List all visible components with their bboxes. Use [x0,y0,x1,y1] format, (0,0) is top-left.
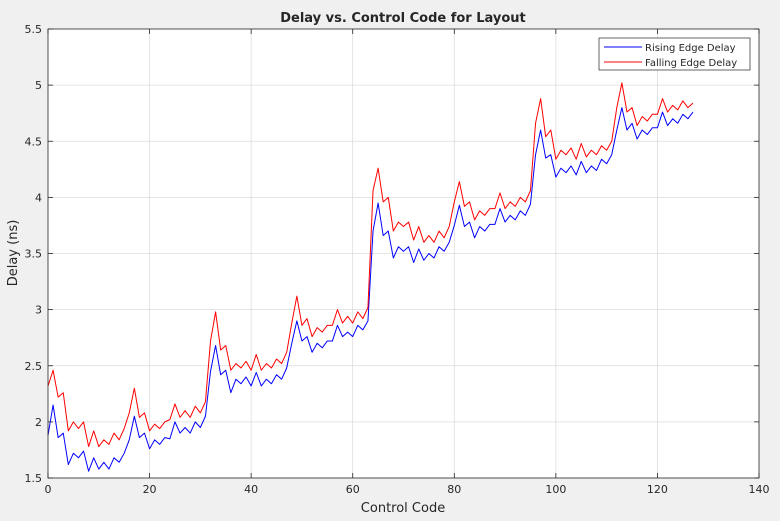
y-tick-label: 5 [35,79,42,92]
x-tick-label: 80 [447,483,461,496]
y-tick-label: 3 [35,304,42,317]
x-tick-label: 140 [749,483,770,496]
y-tick-label: 1.5 [25,472,43,485]
axis-ticks: 0 20 40 60 80 100 120 140 1.5 2 2.5 3 3.5 4 4.5 5 5.5 [25,23,770,496]
chart-title: Delay vs. Control Code for Layout [280,11,526,26]
rising-edge-delay-line [47,107,694,472]
y-tick-label: 5.5 [25,23,43,36]
x-tick-label: 40 [244,483,258,496]
x-tick-label: 60 [346,483,360,496]
y-tick-label: 2 [35,416,42,429]
x-tick-label: 100 [545,483,566,496]
x-tick-label: 120 [647,483,668,496]
legend: Rising Edge Delay Falling Edge Delay [598,37,751,71]
x-tick-label: 0 [45,483,52,496]
y-axis-label: Delay (ns) [6,220,21,287]
y-tick-label: 3.5 [25,248,43,261]
x-tick-label: 20 [143,483,157,496]
x-axis-label: Control Code [361,501,445,516]
y-tick-label: 4.5 [25,135,43,148]
legend-label-rising: Rising Edge Delay [645,43,736,54]
legend-label-falling: Falling Edge Delay [645,58,737,69]
legend-box [598,37,751,71]
y-tick-label: 2.5 [25,360,43,373]
series-layer [47,82,694,472]
falling-edge-delay-line [47,82,694,448]
grid-lines [48,29,759,478]
y-tick-label: 4 [35,191,42,204]
